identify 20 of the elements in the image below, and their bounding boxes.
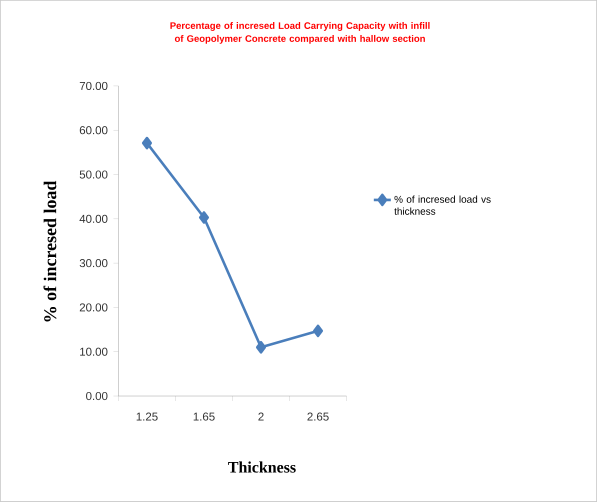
- y-tick-label: 70.00: [80, 82, 108, 90]
- y-tick-label: 60.00: [80, 126, 108, 134]
- y-tick-label: 20.00: [80, 303, 108, 312]
- y-tick-label: 30.00: [80, 259, 108, 268]
- y-tick-label: 10.00: [80, 348, 108, 356]
- y-tick-label: 40.00: [80, 214, 108, 223]
- point: [198, 211, 210, 224]
- x-axis-title: Thickness: [228, 461, 296, 473]
- x-tick-label: 2.65: [307, 412, 329, 421]
- point: [142, 136, 152, 150]
- legend-label: % of incresed load vs thickness: [394, 196, 491, 215]
- x-tick-label: 1.25: [136, 412, 158, 421]
- y-tick-label: 50.00: [80, 170, 108, 179]
- y-axis-title: % of incresed load: [43, 180, 56, 322]
- chart-title: Percentage of incresed Load Carrying Capacity with infill of Geopolymer Concrete compared with hallow section: [170, 22, 430, 44]
- x-tick-label: 2: [258, 412, 264, 421]
- point: [312, 324, 324, 338]
- y-tick-label: 0.00: [86, 392, 108, 400]
- x-tick-label: 1.65: [194, 412, 215, 421]
- point: [256, 341, 266, 354]
